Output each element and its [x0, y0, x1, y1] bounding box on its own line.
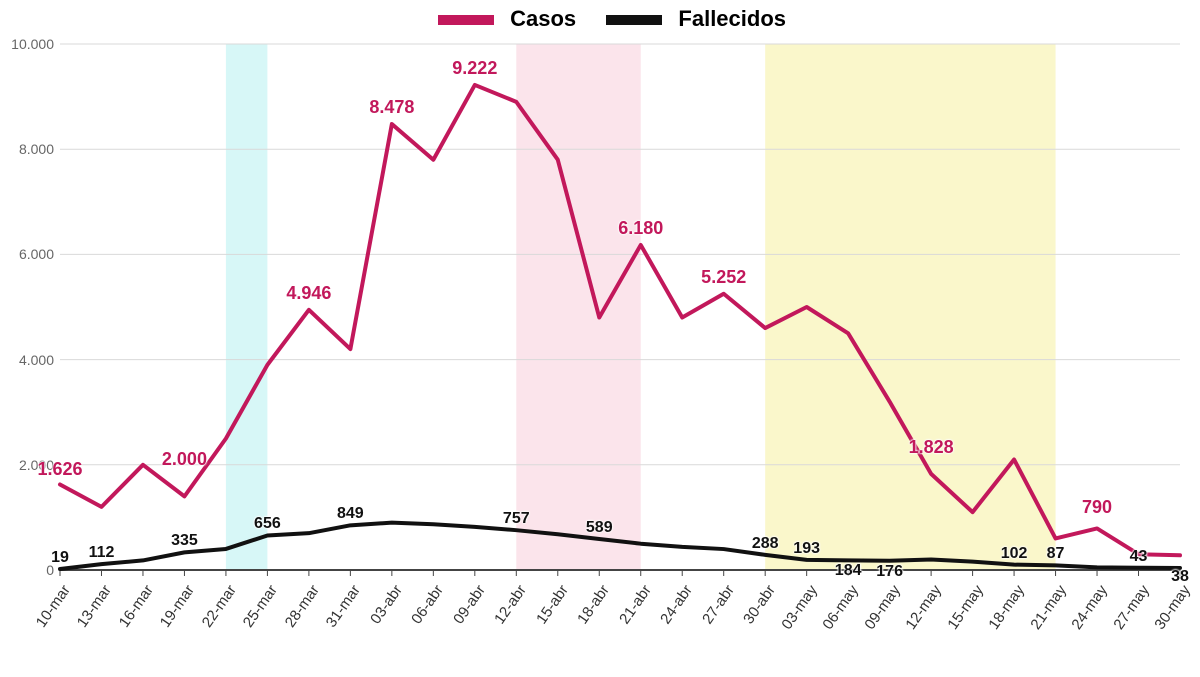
legend-swatch-casos: [438, 15, 494, 25]
data-label: 757: [503, 510, 530, 528]
legend-label-casos: Casos: [510, 6, 576, 31]
data-label: 43: [1130, 548, 1148, 566]
data-label: 1.626: [37, 459, 82, 480]
y-tick-label: 6.000: [19, 246, 60, 262]
data-label: 6.180: [618, 218, 663, 239]
y-tick-label: 10.000: [11, 36, 60, 52]
chart-svg: [0, 0, 1200, 677]
data-label: 19: [51, 549, 69, 567]
data-label: 849: [337, 505, 364, 523]
data-label: 102: [1001, 545, 1028, 563]
data-label: 4.946: [286, 283, 331, 304]
data-label: 176: [876, 563, 903, 581]
legend: Casos Fallecidos: [0, 6, 1200, 32]
data-label: 184: [835, 562, 862, 580]
y-tick-label: 4.000: [19, 352, 60, 368]
data-label: 5.252: [701, 267, 746, 288]
timeseries-chart: Casos Fallecidos 02.0004.0006.0008.00010…: [0, 0, 1200, 677]
data-label: 9.222: [452, 58, 497, 79]
legend-label-fallecidos: Fallecidos: [678, 6, 786, 31]
legend-swatch-fallecidos: [606, 15, 662, 25]
data-label: 288: [752, 535, 779, 553]
data-label: 1.828: [909, 437, 954, 458]
data-label: 2.000: [162, 449, 207, 470]
y-tick-label: 8.000: [19, 141, 60, 157]
data-label: 589: [586, 519, 613, 537]
data-label: 335: [171, 532, 198, 550]
data-label: 8.478: [369, 97, 414, 118]
data-label: 87: [1047, 545, 1065, 563]
data-label: 790: [1082, 497, 1112, 518]
data-label: 656: [254, 515, 281, 533]
data-label: 112: [89, 544, 115, 562]
data-label: 193: [793, 540, 820, 558]
data-label: 38: [1171, 568, 1189, 586]
